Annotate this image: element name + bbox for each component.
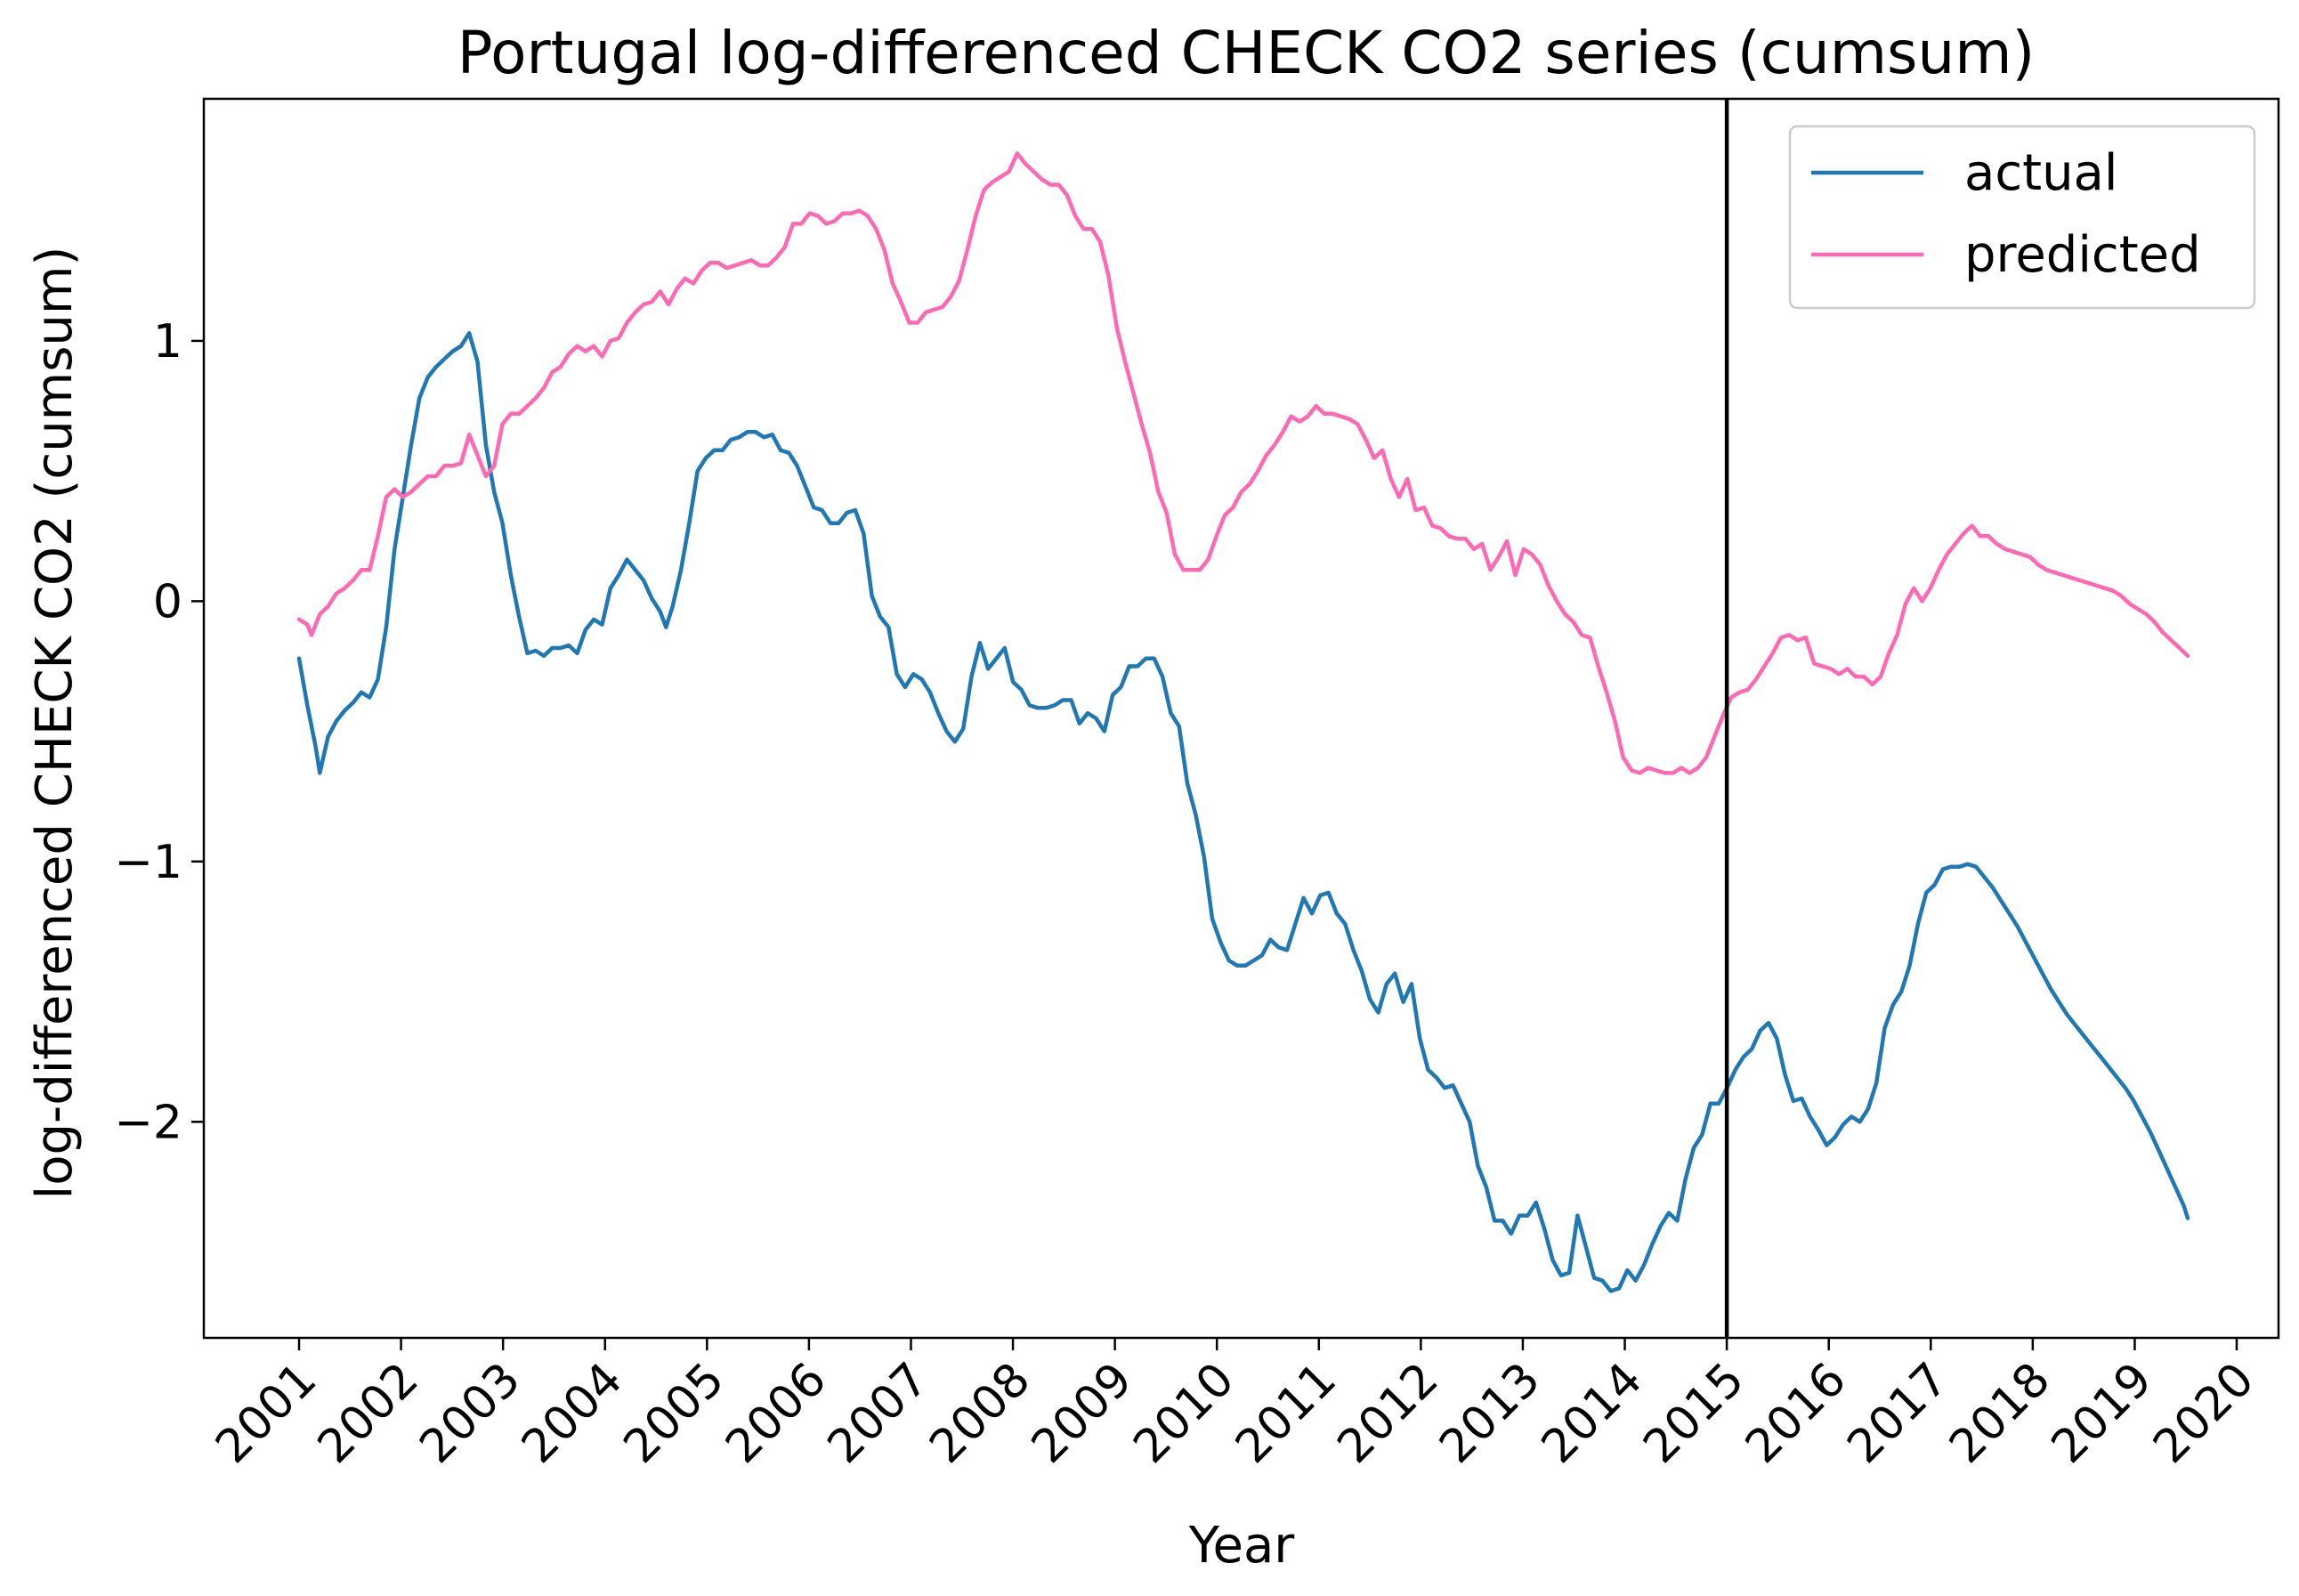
x-tick-label: 2008: [919, 1353, 1040, 1474]
series-line-actual: [296, 330, 2190, 1293]
x-tick-label: 2007: [818, 1353, 939, 1474]
x-tick-label: 2016: [1736, 1353, 1857, 1474]
chart-title: Portugal log-differenced CHECK CO2 serie…: [457, 19, 2036, 87]
axes-group: [202, 97, 2280, 1340]
legend-label-actual: actual: [1964, 144, 2117, 202]
x-tick-label: 2010: [1123, 1353, 1244, 1474]
series-group: [296, 151, 2190, 1293]
y-tick-label: −1: [114, 836, 182, 889]
x-tick-label: 2003: [409, 1353, 530, 1474]
x-tick-label: 2017: [1837, 1353, 1958, 1474]
x-tick-label: 2002: [308, 1353, 429, 1474]
y-tick-label: 0: [153, 575, 182, 628]
x-tick-label: 2015: [1633, 1353, 1754, 1474]
x-tick-label: 2012: [1328, 1353, 1449, 1474]
x-tick-label: 2005: [614, 1353, 735, 1474]
legend: actual predicted: [1788, 125, 2256, 310]
x-tick-label: 2013: [1429, 1353, 1550, 1474]
plot-frame: [202, 97, 2280, 1340]
y-tick-label: 1: [153, 315, 182, 369]
x-tick-label: 2004: [512, 1353, 633, 1474]
legend-label-predicted: predicted: [1964, 226, 2201, 284]
x-ticks-group: 2001200220032004200520062007200820092010…: [206, 1338, 2264, 1474]
x-tick-label: 2006: [716, 1353, 837, 1474]
y-axis-label: log-differenced CHECK CO2 (cumsum): [26, 247, 84, 1200]
y-ticks-group: 1 0 −1 −2: [114, 315, 204, 1149]
x-tick-label: 2009: [1022, 1353, 1143, 1474]
x-tick-label: 2001: [206, 1353, 327, 1474]
x-tick-label: 2011: [1226, 1353, 1347, 1474]
series-line-predicted: [296, 151, 2190, 775]
x-tick-label: 2018: [1939, 1353, 2060, 1474]
y-tick-label: −2: [114, 1096, 182, 1149]
x-tick-label: 2014: [1532, 1353, 1653, 1474]
x-tick-label: 2019: [2042, 1353, 2163, 1474]
x-tick-label: 2020: [2143, 1353, 2264, 1474]
x-axis-label: Year: [1188, 1517, 1296, 1575]
